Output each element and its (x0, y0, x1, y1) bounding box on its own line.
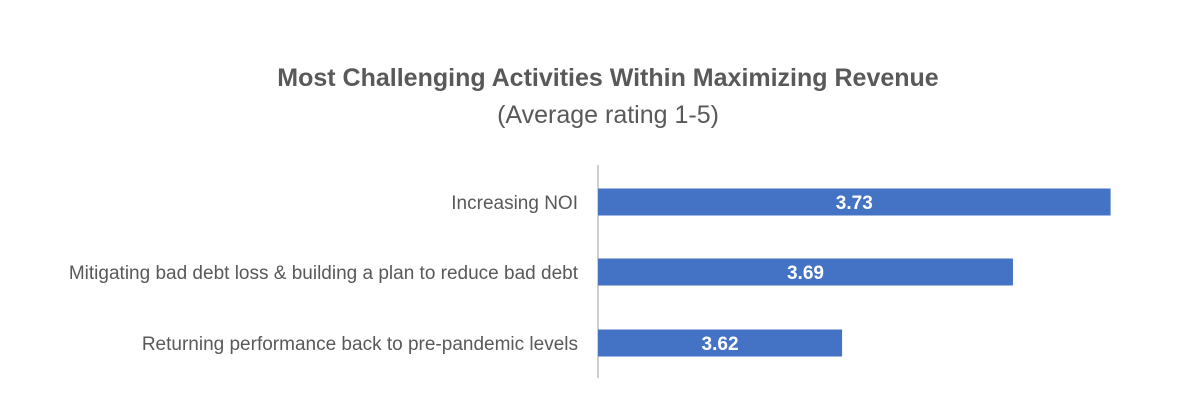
bar (598, 329, 843, 357)
chart-subtitle: (Average rating 1-5) (497, 101, 719, 129)
chart-title: Most Challenging Activities Within Maxim… (277, 64, 939, 92)
bar (598, 188, 1111, 216)
bar (598, 258, 1013, 286)
category-label: Returning performance back to pre-pandem… (142, 334, 578, 355)
category-label: Increasing NOI (451, 193, 578, 214)
data-label: 3.73 (836, 193, 873, 214)
data-label: 3.62 (702, 334, 739, 355)
category-label: Mitigating bad debt loss & building a pl… (69, 263, 579, 284)
data-label: 3.69 (787, 263, 824, 284)
bars-group: Increasing NOI 3.73 Mitigating bad debt lo… (69, 188, 1111, 357)
